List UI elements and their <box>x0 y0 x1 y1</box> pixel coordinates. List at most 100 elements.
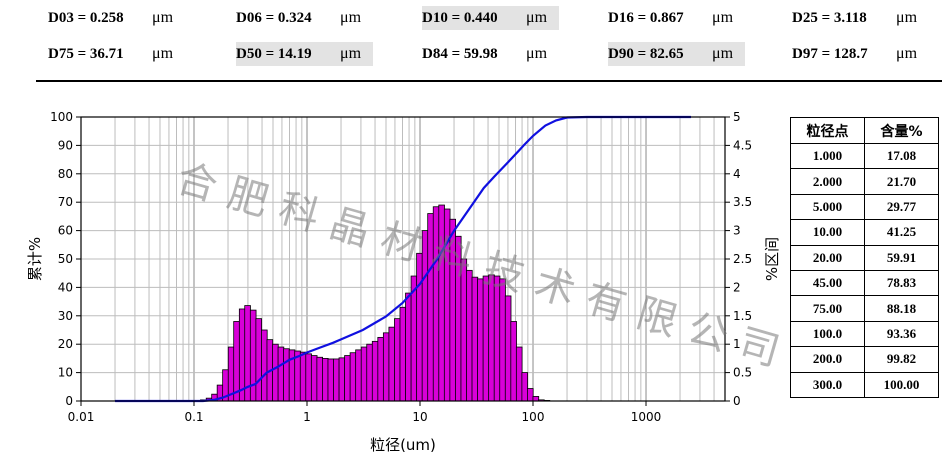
x-tick-label: 100 <box>522 410 545 424</box>
content-cell: 78.83 <box>864 269 939 297</box>
histogram-bar <box>382 332 390 402</box>
y-tick-label: 30 <box>58 309 73 323</box>
y-axis-title: 累计% <box>26 237 44 281</box>
d-value-label: D75 = 36.71 <box>48 46 124 62</box>
histogram-bar <box>394 318 401 402</box>
histogram-bar <box>355 349 362 402</box>
y2-tick-label: 4.5 <box>733 138 752 152</box>
histogram-bar <box>338 357 346 402</box>
d-value-cell: D25 = 3.118 μm <box>792 6 922 30</box>
size-point-cell: 75.00 <box>790 295 865 322</box>
histogram-bar <box>249 309 257 402</box>
y2-tick-label: 5 <box>733 110 741 124</box>
d-value-unit: μm <box>526 9 548 26</box>
content-cell: 41.25 <box>864 219 939 246</box>
table-row: 1.000 17.08 <box>790 142 939 170</box>
cumulative-line <box>115 115 691 403</box>
histogram-bar <box>322 357 329 402</box>
content-cell: 59.91 <box>864 244 939 271</box>
cumulative-table: 粒径点 含量% 1.000 17.08 2.000 21.70 5.000 29.77 10… <box>790 117 939 398</box>
histogram-bar <box>349 352 357 402</box>
y2-tick-label: 4 <box>733 167 741 181</box>
histogram-bar <box>438 204 445 402</box>
histogram-bar <box>477 278 484 402</box>
histogram-bar <box>371 340 379 402</box>
table-row: 75.00 88.18 <box>790 295 939 322</box>
table-header-size: 粒径点 <box>790 117 865 144</box>
histogram-bar <box>272 343 279 402</box>
d-value-unit: μm <box>896 45 918 62</box>
d-value-cell: D50 = 14.19 μm <box>236 42 373 66</box>
x-tick-label: 1000 <box>631 410 662 424</box>
y2-axis-title: %区间 <box>763 237 781 281</box>
content-cell: 99.82 <box>864 346 939 373</box>
table-row: 45.00 78.83 <box>790 269 939 297</box>
table-row: 2.000 21.70 <box>790 168 939 195</box>
histogram-bar <box>527 388 534 402</box>
d-value-unit: μm <box>896 9 918 26</box>
d-value-unit: μm <box>526 45 548 62</box>
d-value-unit: μm <box>712 9 734 26</box>
d-value-unit: μm <box>340 45 362 62</box>
y-tick-label: 60 <box>58 224 73 238</box>
histogram-bar <box>466 269 473 402</box>
histogram-bar <box>460 258 468 402</box>
histogram-bar <box>493 275 501 402</box>
table-header-content: 含量% <box>864 117 939 144</box>
histogram-bar <box>515 346 523 402</box>
x-tick-label: 0.01 <box>68 410 95 424</box>
histogram-bar <box>449 218 456 402</box>
d-value-label: D10 = 0.440 <box>422 10 498 26</box>
y2-tick-label: 3.5 <box>733 195 752 209</box>
d-value-unit: μm <box>712 45 734 62</box>
histogram-bar <box>432 206 440 402</box>
y2-tick-label: 3 <box>733 224 741 238</box>
histogram-bar <box>316 356 323 402</box>
y2-tick-label: 1.5 <box>733 309 752 323</box>
d-value-cell: D06 = 0.324 μm <box>236 6 366 30</box>
y-tick-label: 100 <box>50 110 73 124</box>
x-tick-label: 0.1 <box>184 410 203 424</box>
y-tick-label: 50 <box>58 252 73 266</box>
histogram-bar <box>504 295 512 402</box>
size-point-cell: 20.00 <box>790 244 865 271</box>
d-value-label: D06 = 0.324 <box>236 10 312 26</box>
histogram-bar <box>327 358 335 402</box>
size-point-cell: 45.00 <box>790 269 865 297</box>
d-value-cell: D97 = 128.7 μm <box>792 42 922 66</box>
d-value-cell: D75 = 36.71 μm <box>48 42 178 66</box>
y-tick-label: 0 <box>65 394 73 408</box>
y-tick-label: 90 <box>58 138 73 152</box>
histogram-bar <box>471 276 479 402</box>
histogram-bar <box>510 321 517 402</box>
y-tick-label: 20 <box>58 337 73 351</box>
histogram-bar <box>299 351 307 402</box>
size-point-cell: 300.0 <box>790 371 865 398</box>
histogram-bar <box>233 321 240 402</box>
content-cell: 29.77 <box>864 193 939 221</box>
histogram-bar <box>454 235 462 402</box>
y2-tick-label: 0.5 <box>733 366 752 380</box>
d-value-cell: D03 = 0.258 μm <box>48 6 178 30</box>
histogram-bar <box>410 275 418 402</box>
table-row: 300.0 100.00 <box>790 371 939 398</box>
histogram-bar <box>377 336 384 402</box>
table-row: 20.00 59.91 <box>790 244 939 271</box>
content-cell: 17.08 <box>864 142 939 170</box>
x-tick-label: 10 <box>412 410 427 424</box>
y2-tick-label: 0 <box>733 394 741 408</box>
size-point-cell: 100.0 <box>790 320 865 348</box>
size-point-cell: 200.0 <box>790 346 865 373</box>
y2-tick-label: 1 <box>733 337 741 351</box>
d-value-unit: μm <box>152 45 174 62</box>
y2-tick-label: 2 <box>733 280 741 294</box>
d-value-cell: D84 = 59.98 μm <box>422 42 552 66</box>
size-point-cell: 5.000 <box>790 193 865 221</box>
header-divider <box>36 80 942 82</box>
table-row: 10.00 41.25 <box>790 219 939 246</box>
y-tick-label: 80 <box>58 167 73 181</box>
histogram-bar <box>344 355 351 402</box>
d-value-cell: D90 = 82.65 μm <box>608 42 745 66</box>
x-tick-label: 1 <box>303 410 311 424</box>
